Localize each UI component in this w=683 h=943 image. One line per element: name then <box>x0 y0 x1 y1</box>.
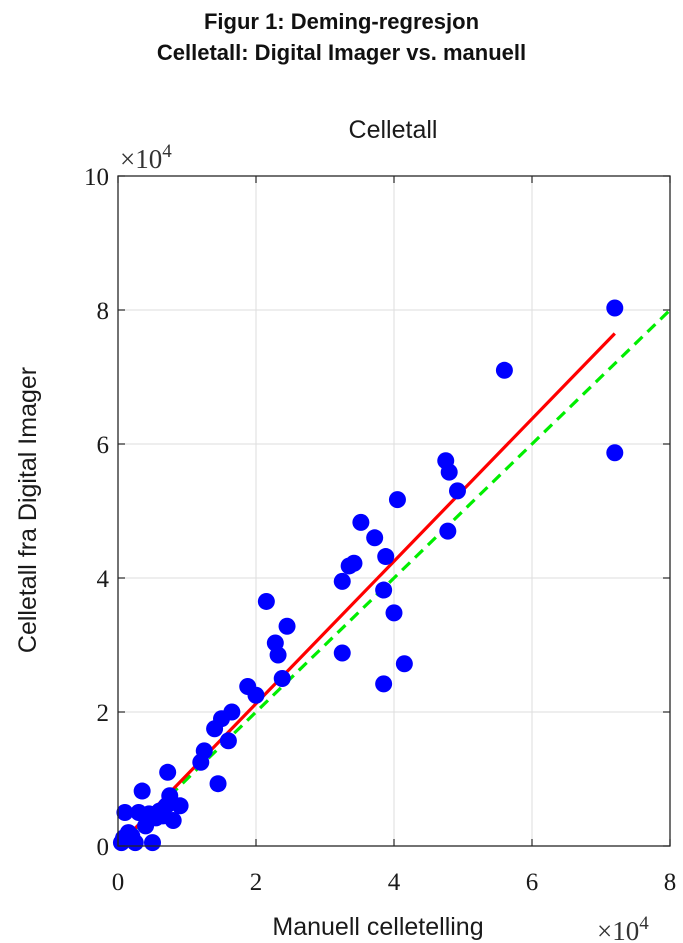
regression-line <box>116 332 616 848</box>
data-point <box>133 782 151 800</box>
data-points <box>112 299 624 852</box>
chart-title: Celletall <box>349 116 438 144</box>
y-tick-label: 8 <box>97 298 110 325</box>
x-axis-label: Manuell celletelling <box>272 913 483 941</box>
x-tick-label: 8 <box>664 869 677 896</box>
data-point <box>352 513 370 531</box>
data-point <box>333 644 351 662</box>
data-point <box>606 299 624 317</box>
data-point <box>269 646 287 664</box>
y-axis-multiplier: ×104 <box>120 141 172 174</box>
x-multiplier-exponent: 4 <box>639 913 649 934</box>
data-point <box>395 655 413 673</box>
data-point <box>273 670 291 687</box>
data-point <box>223 703 241 721</box>
data-point <box>209 775 227 793</box>
x-tick-label: 6 <box>526 869 539 896</box>
data-point <box>333 572 351 590</box>
data-point <box>345 554 363 572</box>
data-point <box>126 834 144 852</box>
data-point <box>440 463 458 481</box>
x-tick-label: 0 <box>112 869 125 896</box>
data-point <box>219 732 237 750</box>
x-multiplier-base: ×10 <box>597 916 639 943</box>
figure-title: Figur 1: Deming-regresjon Celletall: Dig… <box>0 6 683 68</box>
data-point <box>375 675 393 693</box>
data-point <box>116 804 134 821</box>
grid-lines <box>118 176 670 846</box>
y-tick-label: 4 <box>97 566 110 593</box>
data-point <box>439 522 457 540</box>
y-multiplier-exponent: 4 <box>162 141 172 162</box>
data-point <box>144 834 161 852</box>
figure-title-line-2: Celletall: Digital Imager vs. manuell <box>156 40 527 65</box>
data-point <box>377 548 395 566</box>
data-point <box>385 604 403 622</box>
data-point <box>247 686 265 704</box>
data-point <box>164 812 182 830</box>
y-axis-label: Celletall fra Digital Imager <box>14 367 42 653</box>
regression-line-layer <box>116 332 616 848</box>
y-tick-label: 2 <box>97 700 110 727</box>
data-point <box>171 797 189 815</box>
data-point <box>495 361 513 379</box>
data-point <box>606 444 624 462</box>
x-axis-multiplier: ×104 <box>597 913 649 943</box>
y-tick-label: 0 <box>97 834 110 861</box>
tick-marks <box>117 175 671 847</box>
y-tick-label: 6 <box>97 432 110 459</box>
data-point <box>388 491 406 509</box>
figure-title-line-1: Figur 1: Deming-regresjon <box>203 9 480 34</box>
data-point <box>278 617 296 635</box>
y-tick-labels: 0 2 4 6 8 10 <box>84 164 110 861</box>
x-tick-label: 4 <box>388 869 401 896</box>
x-tick-labels: 0 2 4 6 8 <box>112 869 677 896</box>
data-point <box>448 482 466 500</box>
data-point <box>366 529 384 547</box>
y-tick-label: 10 <box>84 164 109 191</box>
y-multiplier-base: ×10 <box>120 144 162 174</box>
data-point <box>375 581 393 599</box>
x-tick-label: 2 <box>250 869 263 896</box>
data-point <box>195 742 213 760</box>
data-point <box>257 592 275 610</box>
data-point <box>159 763 177 781</box>
